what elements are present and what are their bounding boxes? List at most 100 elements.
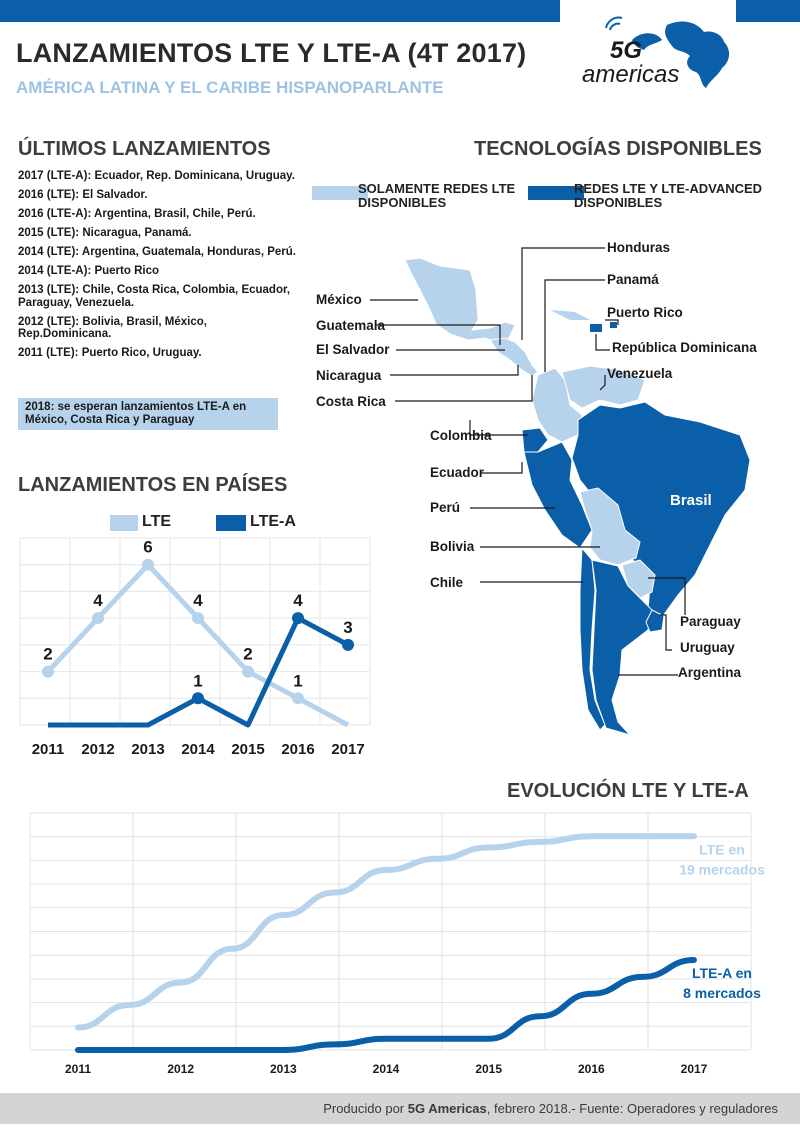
data-label: 1	[193, 671, 202, 690]
footer-prefix: Producido por	[323, 1101, 408, 1116]
data-point	[342, 638, 354, 651]
forecast-note: 2018: se esperan lanzamientos LTE-A en M…	[18, 398, 278, 430]
legend-swatch-lte-a	[528, 186, 584, 200]
map-argentina	[591, 559, 653, 736]
data-point	[92, 612, 104, 625]
series-end-label: LTE-A en	[692, 965, 752, 981]
legend-label-lte-a: REDES LTE Y LTE-ADVANCED DISPONIBLES	[574, 181, 763, 210]
data-label: 4	[293, 591, 303, 610]
data-point	[292, 692, 304, 705]
x-tick-label: 2011	[65, 1062, 91, 1076]
label-el-salvador: El Salvador	[316, 342, 390, 357]
map-ecuador	[521, 427, 549, 453]
page-title: LANZAMIENTOS LTE Y LTE-A (4T 2017)	[16, 38, 527, 68]
launches-list: 2017 (LTE-A): Ecuador, Rep. Dominicana, …	[18, 170, 303, 366]
data-label: 2	[243, 645, 252, 664]
label-venezuela: Venezuela	[607, 366, 673, 381]
page-subtitle: AMÉRICA LATINA Y EL CARIBE HISPANOPARLAN…	[16, 78, 444, 97]
list-item: 2011 (LTE): Puerto Rico, Uruguay.	[18, 347, 202, 359]
label-guatemala: Guatemala	[316, 318, 386, 333]
chart2-title: EVOLUCIÓN LTE Y LTE-A	[507, 780, 749, 802]
data-point	[292, 612, 304, 625]
footer-suffix: , febrero 2018.- Fuente: Operadores y re…	[486, 1101, 778, 1116]
data-label: 4	[193, 591, 203, 610]
list-item: 2014 (LTE): Argentina, Guatemala, Hondur…	[18, 246, 296, 258]
svg-text:americas: americas	[582, 61, 679, 88]
list-item: 2013 (LTE): Chile, Costa Rica, Colombia,…	[18, 284, 291, 309]
legend-label-lte-only: SOLAMENTE REDES LTE DISPONIBLES	[358, 181, 516, 210]
data-point	[242, 665, 254, 678]
chart1-title: LANZAMIENTOS EN PAÍSES	[18, 474, 288, 496]
data-label: 6	[143, 538, 152, 557]
map-puerto-rico	[610, 322, 617, 328]
5g-americas-logo: 5G americas	[582, 16, 730, 88]
series-end-label: 19 mercados	[679, 861, 765, 877]
data-point	[192, 692, 204, 705]
series-end-label: LTE en	[699, 841, 745, 857]
x-tick-label: 2011	[32, 741, 65, 758]
x-tick-label: 2012	[167, 1062, 194, 1076]
series-line-lte-a	[75, 957, 697, 1053]
svg-text:5G: 5G	[610, 37, 642, 64]
list-item: 2015 (LTE): Nicaragua, Panamá.	[18, 227, 192, 239]
x-tick-label: 2017	[331, 741, 364, 758]
list-item: 2016 (LTE): El Salvador.	[18, 189, 148, 201]
data-label: 2	[43, 645, 52, 664]
map-mexico	[404, 257, 516, 343]
label-argentina: Argentina	[678, 665, 742, 680]
chart1-legend-lte: LTE	[142, 513, 172, 530]
label-mexico: México	[316, 292, 362, 307]
label-puerto-rico: Puerto Rico	[607, 305, 683, 320]
data-point	[192, 612, 204, 625]
x-tick-label: 2015	[475, 1062, 502, 1076]
launches-per-year-chart: 2 4 6 4 2 1 1 4 3 2011 2012 2013 2014 2015 2016 2017	[19, 537, 371, 758]
footer: Producido por 5G Americas, febrero 2018.…	[0, 1093, 800, 1124]
chart1-legend-swatch-lte	[110, 515, 138, 531]
list-item: 2016 (LTE-A): Argentina, Brasil, Chile, …	[18, 208, 256, 220]
label-uruguay: Uruguay	[680, 640, 735, 655]
data-point	[142, 558, 154, 571]
chart1-legend-lte-a: LTE-A	[250, 513, 296, 530]
label-dominicana: República Dominicana	[612, 340, 757, 355]
series-line-lte	[75, 833, 697, 1031]
map-central-america	[489, 337, 539, 377]
x-tick-label: 2013	[270, 1062, 297, 1076]
label-nicaragua: Nicaragua	[316, 368, 382, 383]
list-item: 2012 (LTE): Bolivia, Brasil, México, Rep…	[18, 315, 207, 341]
x-tick-label: 2015	[231, 741, 264, 758]
data-label: 3	[343, 618, 352, 637]
top-bar-right	[736, 0, 800, 22]
map-peru	[523, 441, 593, 549]
launches-heading: ÚLTIMOS LANZAMIENTOS	[18, 138, 271, 160]
x-tick-label: 2016	[578, 1062, 605, 1076]
label-bolivia: Bolivia	[430, 539, 475, 554]
footer-brand: 5G Americas	[407, 1101, 487, 1116]
top-bar-left	[0, 0, 560, 22]
data-point	[42, 665, 54, 678]
label-peru: Perú	[430, 500, 461, 515]
label-panama: Panamá	[607, 272, 659, 287]
x-tick-label: 2016	[281, 741, 314, 758]
list-item: 2017 (LTE-A): Ecuador, Rep. Dominicana, …	[18, 170, 295, 182]
technologies-heading: TECNOLOGÍAS DISPONIBLES	[474, 138, 762, 160]
x-tick-label: 2013	[131, 741, 164, 758]
label-ecuador: Ecuador	[430, 465, 485, 480]
map-dominicana	[590, 324, 602, 332]
chart1-legend-swatch-lte-a	[216, 515, 246, 531]
label-chile: Chile	[430, 575, 464, 590]
data-label: 4	[93, 591, 103, 610]
data-label: 1	[293, 671, 302, 690]
map-cuba	[550, 310, 590, 320]
evolution-chart: LTE en 19 mercados LTE-A en 8 mercados 2011 2…	[29, 812, 765, 1076]
x-tick-label: 2012	[81, 741, 114, 758]
latin-america-map: Brasil	[370, 247, 751, 736]
map-label-brasil: Brasil	[670, 492, 712, 509]
label-colombia: Colombia	[430, 428, 492, 443]
map-bolivia	[579, 487, 641, 566]
x-tick-label: 2014	[373, 1062, 400, 1076]
label-costa-rica: Costa Rica	[316, 394, 386, 409]
label-paraguay: Paraguay	[680, 614, 741, 629]
list-item: 2014 (LTE-A): Puerto Rico	[18, 265, 159, 277]
x-tick-label: 2014	[181, 741, 215, 758]
x-tick-label: 2017	[681, 1062, 708, 1076]
